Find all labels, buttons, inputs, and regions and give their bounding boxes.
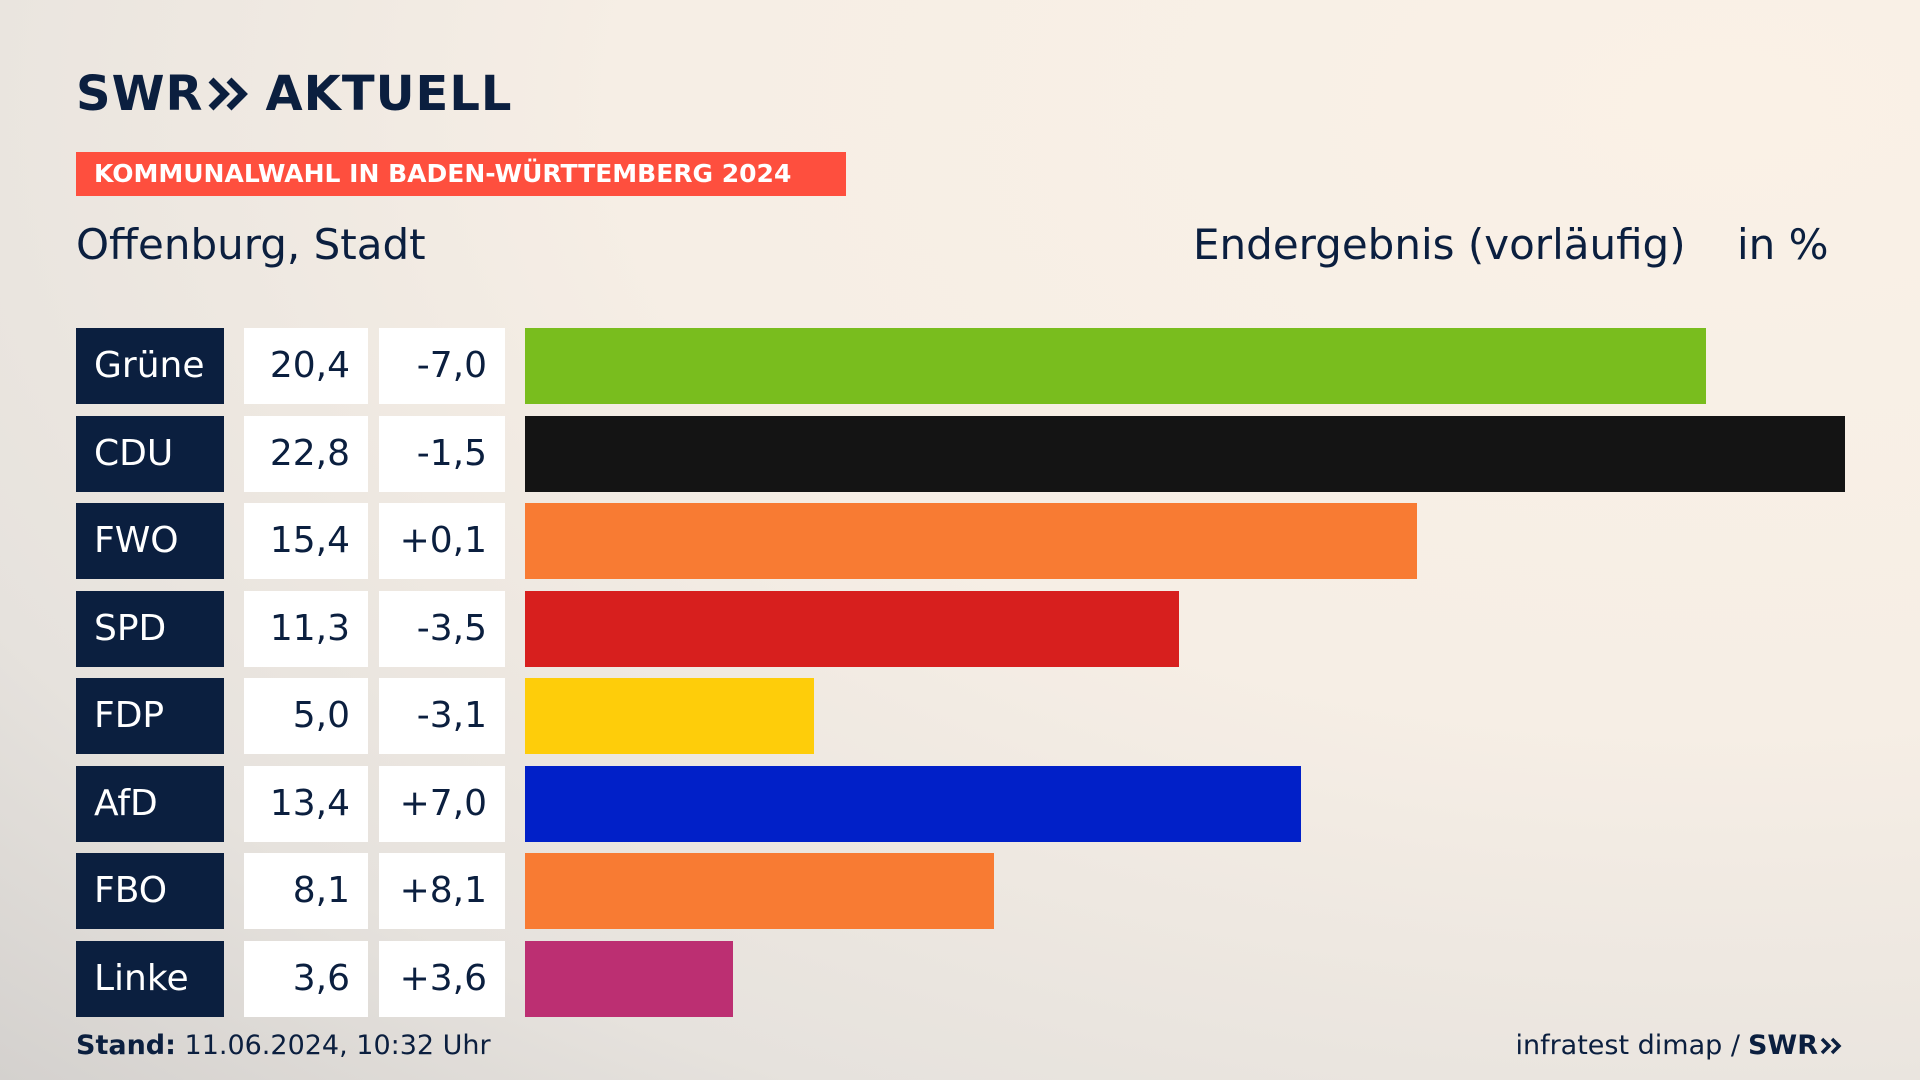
result-row: SPD 11,3 -3,5: [0, 591, 1920, 667]
source-swr-logo: SWR: [1747, 1030, 1818, 1061]
vote-share-value: 22,8: [244, 416, 368, 492]
place-title: Offenburg, Stadt: [76, 220, 426, 269]
change-value: -3,1: [379, 678, 505, 754]
party-label: CDU: [76, 416, 224, 492]
result-row: FWO 15,4 +0,1: [0, 503, 1920, 579]
vote-share-value: 13,4: [244, 766, 368, 842]
result-bar: [525, 416, 1845, 492]
vote-share-value: 15,4: [244, 503, 368, 579]
party-label: FDP: [76, 678, 224, 754]
result-row: Grüne 20,4 -7,0: [0, 328, 1920, 404]
result-bar: [525, 941, 733, 1017]
result-row: FBO 8,1 +8,1: [0, 853, 1920, 929]
double-chevron-icon: [209, 77, 249, 111]
vote-share-value: 3,6: [244, 941, 368, 1017]
source-credit: infratest dimap / SWR: [1515, 1030, 1844, 1061]
vote-share-value: 20,4: [244, 328, 368, 404]
result-bar: [525, 766, 1301, 842]
stand-value: 11.06.2024, 10:32 Uhr: [184, 1030, 491, 1061]
change-value: +3,6: [379, 941, 505, 1017]
party-label: FBO: [76, 853, 224, 929]
stand-label: Stand:: [76, 1030, 176, 1061]
result-row: AfD 13,4 +7,0: [0, 766, 1920, 842]
logo-aktuell-text: AKTUELL: [265, 66, 513, 122]
result-bar: [525, 853, 994, 929]
change-value: -3,5: [379, 591, 505, 667]
vote-share-value: 11,3: [244, 591, 368, 667]
change-value: +7,0: [379, 766, 505, 842]
timestamp: Stand: 11.06.2024, 10:32 Uhr: [76, 1030, 491, 1061]
change-value: +0,1: [379, 503, 505, 579]
party-label: AfD: [76, 766, 224, 842]
double-chevron-icon: [1820, 1037, 1842, 1054]
change-value: +8,1: [379, 853, 505, 929]
election-banner: KOMMUNALWAHL IN BADEN-WÜRTTEMBERG 2024: [76, 152, 846, 196]
party-label: Grüne: [76, 328, 224, 404]
party-label: SPD: [76, 591, 224, 667]
vote-share-value: 5,0: [244, 678, 368, 754]
party-label: FWO: [76, 503, 224, 579]
result-bar: [525, 328, 1706, 404]
result-row: Linke 3,6 +3,6: [0, 941, 1920, 1017]
party-label: Linke: [76, 941, 224, 1017]
result-status: Endergebnis (vorläufig): [1193, 220, 1686, 269]
result-bar: [525, 678, 814, 754]
source-text: infratest dimap /: [1515, 1030, 1740, 1061]
result-bar: [525, 503, 1417, 579]
result-row: FDP 5,0 -3,1: [0, 678, 1920, 754]
change-value: -1,5: [379, 416, 505, 492]
result-row: CDU 22,8 -1,5: [0, 416, 1920, 492]
vote-share-value: 8,1: [244, 853, 368, 929]
result-bar: [525, 591, 1179, 667]
logo-swr-text: SWR: [76, 66, 204, 122]
unit-label: in %: [1737, 220, 1829, 269]
change-value: -7,0: [379, 328, 505, 404]
swr-aktuell-logo: SWR AKTUELL: [76, 64, 513, 124]
